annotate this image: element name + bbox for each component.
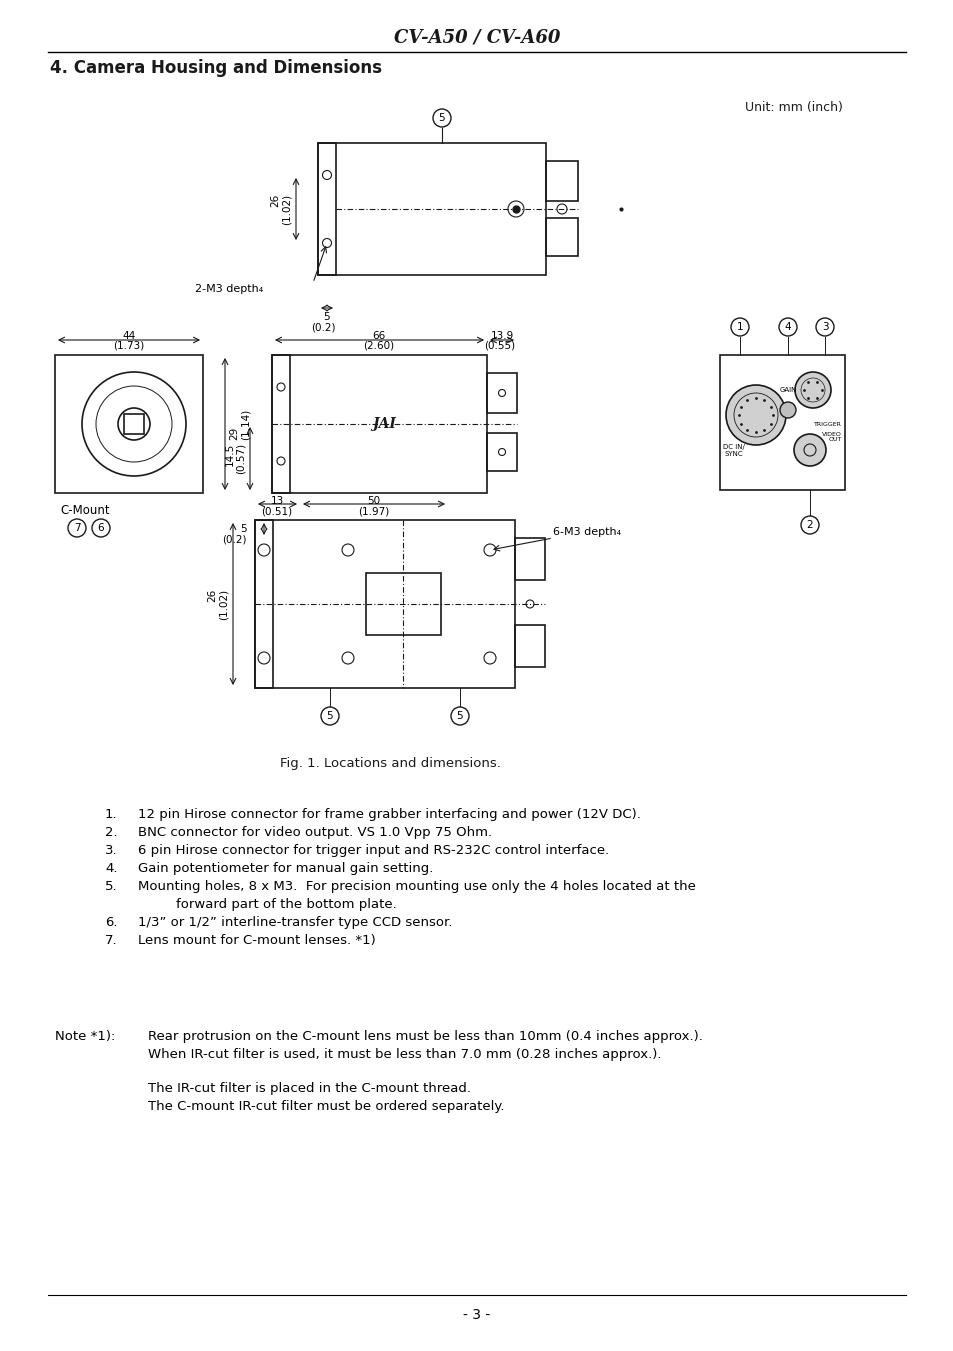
Bar [545,161,578,201]
Text: 6: 6 [97,523,104,534]
Text: 3: 3 [821,322,827,332]
Text: (0.55): (0.55) [484,340,515,351]
Text: forward part of the bottom plate.: forward part of the bottom plate. [175,898,396,911]
Circle shape [91,519,110,536]
Text: 6 pin Hirose connector for trigger input and RS-232C control interface.: 6 pin Hirose connector for trigger input… [138,844,609,857]
Text: When IR-cut filter is used, it must be less than 7.0 mm (0.28 inches approx.).: When IR-cut filter is used, it must be l… [148,1048,660,1061]
Text: 66: 66 [372,331,385,340]
Text: BNC connector for video output. VS 1.0 Vpp 75 Ohm.: BNC connector for video output. VS 1.0 V… [138,825,492,839]
Text: 13: 13 [270,496,283,507]
Text: 12 pin Hirose connector for frame grabber interfacing and power (12V DC).: 12 pin Hirose connector for frame grabbe… [138,808,640,821]
Text: 3.: 3. [105,844,117,857]
Circle shape [730,317,748,336]
Text: 5: 5 [240,524,247,534]
Circle shape [801,516,818,534]
Bar [254,520,515,688]
Text: (1.73): (1.73) [113,340,145,351]
Bar [317,143,545,276]
Text: 50: 50 [367,496,380,507]
Text: - 3 -: - 3 - [463,1308,490,1323]
Text: 7.: 7. [105,934,117,947]
Text: GAIN: GAIN [779,386,796,393]
Bar [486,373,517,413]
Bar [486,434,517,471]
Bar [272,355,290,493]
Text: VIDEO
OUT: VIDEO OUT [821,431,841,442]
Text: Rear protrusion on the C-mount lens must be less than 10mm (0.4 inches approx.).: Rear protrusion on the C-mount lens must… [148,1029,702,1043]
Circle shape [780,403,795,417]
Text: (2.60): (2.60) [363,340,395,351]
Text: 5: 5 [326,711,333,721]
Bar [124,413,144,434]
Text: 29
(1.14): 29 (1.14) [229,408,251,439]
Text: 6-M3 depth₄: 6-M3 depth₄ [553,527,620,536]
Text: 26
(1.02): 26 (1.02) [270,193,292,224]
Text: 13.9: 13.9 [490,331,513,340]
Text: 5: 5 [323,312,330,322]
Text: 2: 2 [806,520,813,530]
Circle shape [320,707,338,725]
Text: 5.: 5. [105,880,117,893]
Text: DC IN/
SYNC: DC IN/ SYNC [722,443,744,457]
Text: Unit: mm (inch): Unit: mm (inch) [744,101,842,115]
Text: 14.5
(0.57): 14.5 (0.57) [224,442,246,474]
Text: Gain potentiometer for manual gain setting.: Gain potentiometer for manual gain setti… [138,862,433,875]
Bar [720,355,844,490]
Text: (0.2): (0.2) [311,323,335,332]
Text: 5: 5 [456,711,463,721]
Text: Lens mount for C-mount lenses. *1): Lens mount for C-mount lenses. *1) [138,934,375,947]
Text: 7: 7 [73,523,80,534]
Text: 4. Camera Housing and Dimensions: 4. Camera Housing and Dimensions [50,59,381,77]
Circle shape [68,519,86,536]
Text: 5: 5 [438,113,445,123]
Text: TRIGGER: TRIGGER [813,423,841,427]
Bar [515,626,544,667]
Circle shape [793,434,825,466]
Text: C-Mount: C-Mount [60,504,110,516]
Text: 6.: 6. [105,916,117,929]
Text: (1.97): (1.97) [358,507,389,516]
Bar [545,218,578,255]
Text: 1.: 1. [105,808,117,821]
Text: JAI: JAI [372,417,395,431]
Text: Fig. 1. Locations and dimensions.: Fig. 1. Locations and dimensions. [279,757,500,770]
Bar [317,143,335,276]
Bar [55,355,203,493]
Circle shape [725,385,785,444]
Text: 4.: 4. [105,862,117,875]
Text: 1/3” or 1/2” interline-transfer type CCD sensor.: 1/3” or 1/2” interline-transfer type CCD… [138,916,452,929]
Circle shape [451,707,469,725]
Text: (0.51): (0.51) [261,507,293,516]
Text: 44: 44 [122,331,135,340]
Text: 2.: 2. [105,825,117,839]
Bar [515,538,544,580]
Text: 2-M3 depth₄: 2-M3 depth₄ [194,284,263,295]
Bar [366,573,440,635]
Text: 4: 4 [784,322,790,332]
Text: CV-A50 / CV-A60: CV-A50 / CV-A60 [394,28,559,47]
Text: 26
(1.02): 26 (1.02) [207,589,229,620]
Bar [272,355,486,493]
Circle shape [779,317,796,336]
Text: The IR-cut filter is placed in the C-mount thread.: The IR-cut filter is placed in the C-mou… [148,1082,471,1096]
Text: The C-mount IR-cut filter must be ordered separately.: The C-mount IR-cut filter must be ordere… [148,1100,504,1113]
Circle shape [433,109,451,127]
Text: 1: 1 [736,322,742,332]
Text: (0.2): (0.2) [222,534,247,544]
Bar [254,520,273,688]
Circle shape [794,372,830,408]
Text: Note *1):: Note *1): [55,1029,115,1043]
Circle shape [815,317,833,336]
Text: Mounting holes, 8 x M3.  For precision mounting use only the 4 holes located at : Mounting holes, 8 x M3. For precision mo… [138,880,695,893]
